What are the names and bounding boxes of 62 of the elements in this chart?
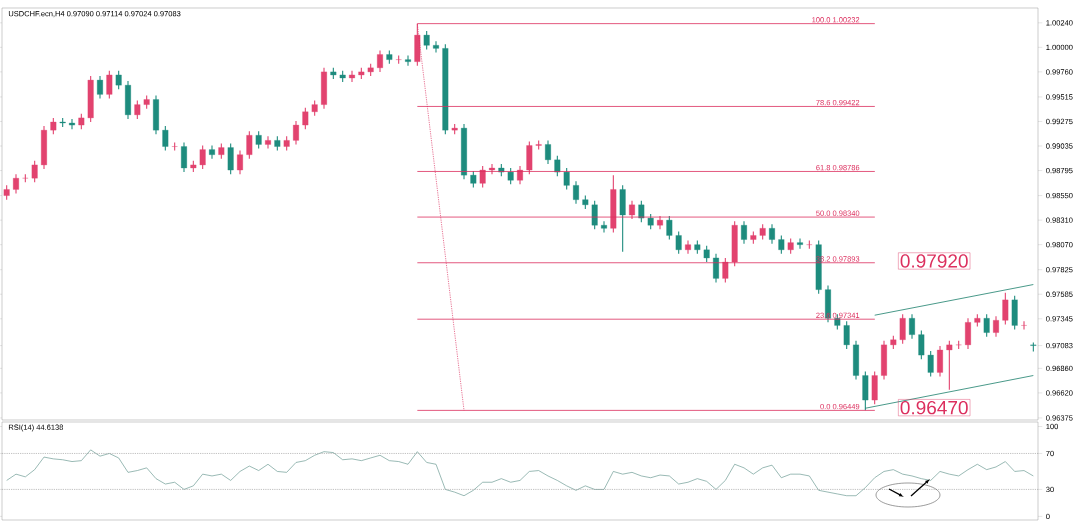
candlestick [619, 184, 626, 253]
candlestick [171, 141, 178, 152]
candlestick [87, 75, 94, 123]
candlestick [367, 63, 374, 77]
candlestick [349, 70, 355, 83]
candlestick [414, 23, 421, 67]
candlestick [563, 167, 570, 191]
candlestick [778, 234, 785, 255]
annotation: 0.96470 [900, 400, 968, 415]
candlestick [283, 135, 290, 152]
candlestick [302, 107, 309, 130]
candlestick [274, 135, 281, 152]
candlestick [246, 130, 253, 160]
candlestick [610, 174, 617, 233]
candlestick [974, 313, 981, 328]
candlestick [218, 142, 225, 160]
candlestick [899, 313, 906, 345]
candlestick [1021, 320, 1027, 331]
candlestick [1030, 341, 1037, 353]
candlestick [983, 313, 990, 338]
candlestick [666, 215, 673, 241]
candlestick [69, 118, 75, 130]
candlestick [358, 67, 365, 80]
candlestick [750, 230, 757, 245]
candlestick [143, 94, 150, 110]
candlestick [479, 165, 486, 188]
candlestick [731, 220, 738, 267]
candlestick [227, 142, 234, 175]
candlestick [106, 70, 113, 100]
candlestick [423, 30, 430, 50]
candlestick [386, 49, 393, 65]
candlestick [330, 67, 337, 80]
line-series [6, 449, 1034, 497]
candlestick [162, 125, 169, 152]
candlestick [591, 200, 598, 230]
candlestick [918, 329, 925, 360]
candlestick [451, 123, 458, 135]
candlestick [442, 43, 449, 135]
candlestick [199, 144, 206, 170]
candlestick [115, 70, 122, 90]
candlestick [927, 350, 934, 378]
candlestick [190, 160, 197, 173]
annotation: 0.97920 [900, 254, 968, 268]
candlestick [59, 117, 66, 128]
candlestick [554, 155, 561, 177]
candlestick [722, 257, 729, 284]
candlestick [535, 139, 542, 151]
candlestick [255, 130, 262, 150]
candlestick [134, 99, 141, 120]
candlestick [1002, 292, 1009, 325]
candlestick [526, 140, 533, 175]
candlestick [946, 340, 953, 391]
candlestick [759, 223, 766, 241]
candlestick [339, 70, 346, 83]
candlestick [1011, 295, 1018, 331]
candlestick [843, 320, 850, 350]
candlestick [489, 163, 495, 175]
candlestick [3, 184, 10, 201]
candlestick [862, 370, 869, 411]
candlestick [31, 160, 38, 183]
candlestick [871, 370, 878, 405]
candlestick [675, 230, 682, 255]
